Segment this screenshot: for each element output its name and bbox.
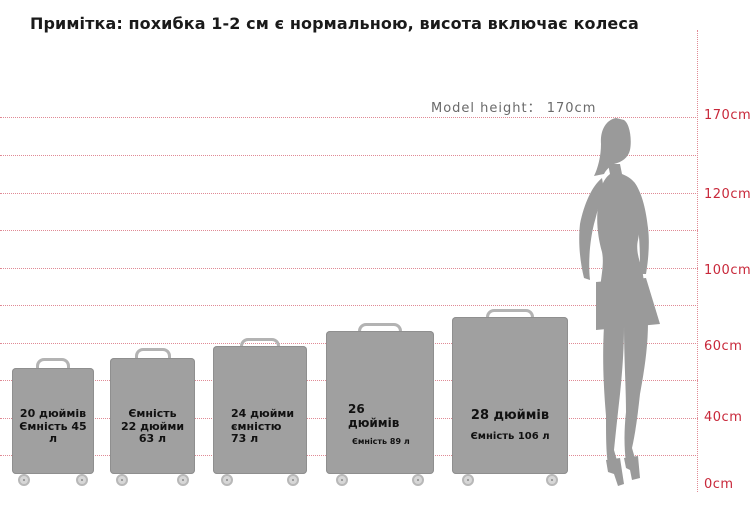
suitcase-20-label: 20 дюймів Ємність 45 л	[12, 407, 94, 446]
label-capacity: Ємність 89 л	[352, 436, 410, 446]
label-line: ємністю	[231, 419, 282, 433]
suitcase-handle	[358, 323, 402, 337]
model-height-label: Model height： 170cm	[431, 101, 597, 116]
label-line: 20 дюймів	[19, 407, 87, 420]
suitcase-handle	[134, 348, 171, 362]
suitcase-24: 24 дюйми ємністю 73 л	[213, 338, 307, 486]
model-silhouette-icon	[579, 118, 660, 486]
suitcase-20: 20 дюймів Ємність 45 л	[12, 358, 94, 486]
suitcase-24-label: 24 дюйми ємністю 73 л	[231, 407, 295, 446]
scale-axis	[697, 30, 698, 492]
gridline	[0, 305, 698, 306]
suitcase-22-label: Ємність 22 дюйми 63 л	[110, 407, 195, 446]
label-line: 63 л	[138, 432, 167, 446]
suitcase-28: 28 дюймів Ємність 106 л	[452, 309, 568, 486]
gridline	[0, 117, 698, 118]
suitcase-28-label: 28 дюймів Ємність 106 л	[452, 408, 568, 442]
label-line: 28 дюймів	[470, 408, 550, 423]
gridline	[0, 268, 698, 269]
scale-tick-100: 100cm	[704, 263, 750, 278]
label-line: 24 дюйми	[231, 407, 295, 420]
wheel	[462, 474, 474, 486]
scale-tick-60: 60cm	[704, 339, 743, 354]
wheel	[177, 474, 189, 486]
suitcase-body	[213, 346, 307, 474]
label-line: Ємність	[128, 407, 177, 420]
suitcase-handle	[36, 358, 70, 371]
wheel	[336, 474, 348, 486]
suitcase-body	[12, 368, 94, 474]
scale-tick-40: 40cm	[704, 410, 743, 425]
suitcase-handle	[240, 338, 280, 352]
suitcase-26: 26 дюймів Ємність 89 л	[326, 323, 434, 486]
gridline	[0, 155, 698, 156]
suitcase-body	[452, 317, 568, 474]
gridline	[0, 193, 698, 194]
wheel	[221, 474, 233, 486]
label-line: 26	[348, 402, 365, 416]
label-capacity: Ємність 106 л	[470, 430, 550, 442]
wheel	[546, 474, 558, 486]
scale-tick-170: 170cm	[704, 108, 750, 123]
label-line: 22 дюйми	[120, 419, 185, 433]
suitcase-handle	[486, 309, 534, 323]
suitcase-body	[110, 358, 195, 474]
wheel	[18, 474, 30, 486]
label-line: дюймів	[348, 415, 400, 430]
wheel	[116, 474, 128, 486]
scale-tick-120: 120cm	[704, 187, 750, 202]
wheel	[287, 474, 299, 486]
gridline	[0, 230, 698, 231]
label-line: 73 л	[231, 432, 259, 446]
note-text: Примітка: похибка 1-2 см є нормальною, в…	[30, 14, 639, 33]
label-line: Ємність 45	[19, 419, 87, 433]
scale-tick-0: 0cm	[704, 477, 734, 492]
suitcase-26-label: 26 дюймів Ємність 89 л	[348, 402, 410, 446]
suitcase-body	[326, 331, 434, 474]
suitcase-22: Ємність 22 дюйми 63 л	[110, 348, 195, 486]
label-line: л	[48, 432, 58, 446]
wheel	[412, 474, 424, 486]
wheel	[76, 474, 88, 486]
